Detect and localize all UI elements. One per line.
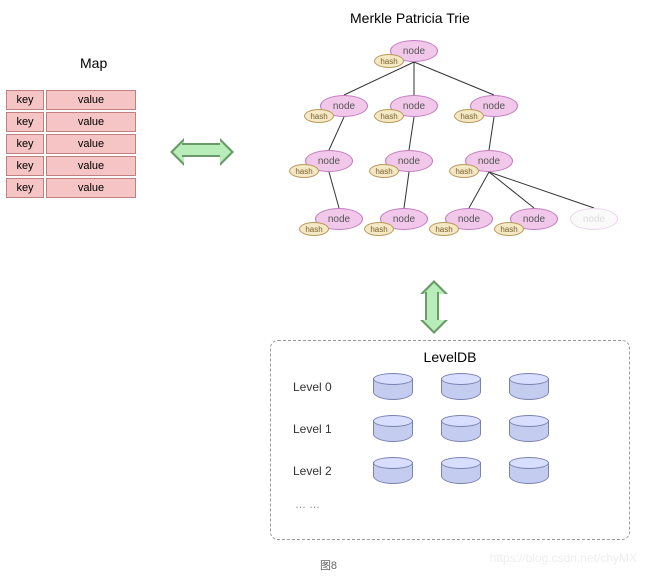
- map-key-cell: key: [6, 134, 44, 154]
- trie-node: nodehash: [305, 150, 353, 172]
- trie-node: nodehash: [390, 95, 438, 117]
- trie-node: nodehash: [315, 208, 363, 230]
- trie-node: nodehash: [470, 95, 518, 117]
- map-value-cell: value: [46, 112, 136, 132]
- hash-badge: hash: [299, 222, 329, 236]
- map-row: keyvalue: [6, 112, 136, 132]
- trie-node: nodehash: [320, 95, 368, 117]
- hash-badge: hash: [454, 109, 484, 123]
- cylinder-icon: [509, 373, 549, 401]
- trie-edges: [230, 30, 650, 290]
- map-row: keyvalue: [6, 90, 136, 110]
- map-row: keyvalue: [6, 156, 136, 176]
- trie-node: node: [570, 208, 618, 230]
- level-label: Level 0: [293, 380, 353, 394]
- leveldb-row: Level 1: [293, 415, 621, 443]
- hash-badge: hash: [369, 164, 399, 178]
- level-label: Level 1: [293, 422, 353, 436]
- hash-badge: hash: [449, 164, 479, 178]
- cylinder-icon: [509, 415, 549, 443]
- hash-badge: hash: [374, 54, 404, 68]
- trie-node: nodehash: [390, 40, 438, 62]
- hash-badge: hash: [304, 109, 334, 123]
- map-value-cell: value: [46, 156, 136, 176]
- map-row: keyvalue: [6, 134, 136, 154]
- cylinder-icon: [509, 457, 549, 485]
- cylinder-icon: [373, 457, 413, 485]
- hash-badge: hash: [364, 222, 394, 236]
- map-key-cell: key: [6, 90, 44, 110]
- bidirectional-arrow-horizontal: [170, 138, 234, 166]
- cylinder-icon: [373, 415, 413, 443]
- hash-badge: hash: [429, 222, 459, 236]
- map-key-cell: key: [6, 112, 44, 132]
- hash-badge: hash: [494, 222, 524, 236]
- level-label: Level 2: [293, 464, 353, 478]
- trie-node: nodehash: [380, 208, 428, 230]
- trie-node-ellipse: node: [570, 208, 618, 230]
- map-key-cell: key: [6, 156, 44, 176]
- map-value-cell: value: [46, 178, 136, 198]
- cylinder-icon: [441, 457, 481, 485]
- leveldb-box: LevelDB Level 0 Level 1 Level 2 … …: [270, 340, 630, 540]
- map-table: keyvaluekeyvaluekeyvaluekeyvaluekeyvalue: [6, 90, 136, 200]
- map-value-cell: value: [46, 134, 136, 154]
- map-key-cell: key: [6, 178, 44, 198]
- leveldb-title: LevelDB: [279, 349, 621, 365]
- leveldb-row: Level 0: [293, 373, 621, 401]
- cylinder-icon: [441, 373, 481, 401]
- trie-node: nodehash: [510, 208, 558, 230]
- leveldb-ellipsis: … …: [295, 499, 621, 511]
- leveldb-row: Level 2: [293, 457, 621, 485]
- cylinder-icon: [373, 373, 413, 401]
- map-value-cell: value: [46, 90, 136, 110]
- watermark: https://blog.csdn.net/chyMX: [490, 551, 637, 565]
- map-row: keyvalue: [6, 178, 136, 198]
- trie-node: nodehash: [385, 150, 433, 172]
- cylinder-icon: [441, 415, 481, 443]
- trie-node: nodehash: [445, 208, 493, 230]
- hash-badge: hash: [374, 109, 404, 123]
- map-title: Map: [80, 55, 107, 71]
- bidirectional-arrow-vertical: [420, 280, 448, 334]
- hash-badge: hash: [289, 164, 319, 178]
- trie-title: Merkle Patricia Trie: [350, 10, 470, 26]
- figure-caption: 图8: [320, 557, 337, 573]
- trie-node: nodehash: [465, 150, 513, 172]
- merkle-trie: nodehashnodehashnodehashnodehashnodehash…: [230, 30, 650, 290]
